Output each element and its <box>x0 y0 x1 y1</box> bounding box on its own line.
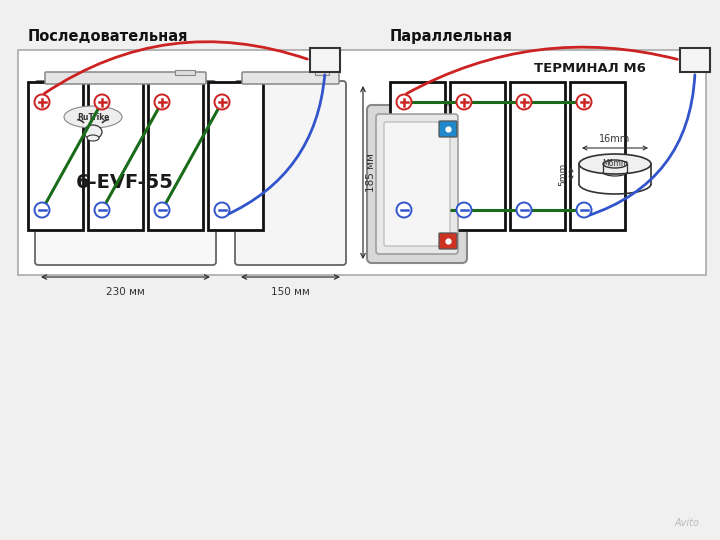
Circle shape <box>155 202 169 218</box>
FancyArrowPatch shape <box>406 47 678 93</box>
FancyBboxPatch shape <box>45 72 206 84</box>
FancyBboxPatch shape <box>242 72 339 84</box>
FancyBboxPatch shape <box>35 81 216 265</box>
FancyBboxPatch shape <box>367 105 467 263</box>
Bar <box>208 82 263 230</box>
Circle shape <box>456 94 472 110</box>
Circle shape <box>155 94 169 110</box>
Text: Avito: Avito <box>675 518 700 528</box>
Bar <box>680 48 710 72</box>
Ellipse shape <box>84 125 102 139</box>
Text: 185 мм: 185 мм <box>366 153 376 192</box>
Circle shape <box>397 202 412 218</box>
Text: ТЕРМИНАЛ М6: ТЕРМИНАЛ М6 <box>534 62 646 75</box>
FancyBboxPatch shape <box>439 233 457 249</box>
Circle shape <box>215 202 230 218</box>
Circle shape <box>456 202 472 218</box>
Bar <box>510 82 565 230</box>
Bar <box>18 50 706 275</box>
FancyBboxPatch shape <box>235 81 346 265</box>
Circle shape <box>35 94 50 110</box>
Text: Параллельная: Параллельная <box>390 29 513 44</box>
Circle shape <box>516 94 531 110</box>
Circle shape <box>516 202 531 218</box>
Text: 6-EVF-55: 6-EVF-55 <box>76 173 174 192</box>
Bar <box>148 82 203 230</box>
Bar <box>310 48 340 72</box>
FancyArrowPatch shape <box>587 75 695 216</box>
Text: M6mm: M6mm <box>602 159 628 168</box>
Bar <box>390 82 445 230</box>
Text: 5mm: 5mm <box>558 163 567 186</box>
Circle shape <box>94 94 109 110</box>
FancyBboxPatch shape <box>384 122 450 246</box>
Text: 16mm: 16mm <box>599 134 631 144</box>
FancyBboxPatch shape <box>376 114 458 254</box>
Bar <box>88 82 143 230</box>
Text: RuTrike: RuTrike <box>77 112 109 122</box>
Bar <box>315 70 329 75</box>
Circle shape <box>577 202 592 218</box>
Ellipse shape <box>579 154 651 174</box>
Text: 230 мм: 230 мм <box>106 287 145 297</box>
Ellipse shape <box>87 135 99 141</box>
Circle shape <box>94 202 109 218</box>
Circle shape <box>35 202 50 218</box>
FancyArrowPatch shape <box>225 75 325 216</box>
Circle shape <box>577 94 592 110</box>
FancyBboxPatch shape <box>439 121 457 137</box>
Bar <box>28 82 83 230</box>
Circle shape <box>215 94 230 110</box>
Circle shape <box>397 94 412 110</box>
Bar <box>175 70 195 75</box>
Ellipse shape <box>64 106 122 128</box>
FancyArrowPatch shape <box>45 42 307 93</box>
Bar <box>450 82 505 230</box>
Ellipse shape <box>603 160 627 168</box>
Text: Последовательная: Последовательная <box>28 29 189 44</box>
Bar <box>570 82 625 230</box>
Text: 150 мм: 150 мм <box>271 287 310 297</box>
